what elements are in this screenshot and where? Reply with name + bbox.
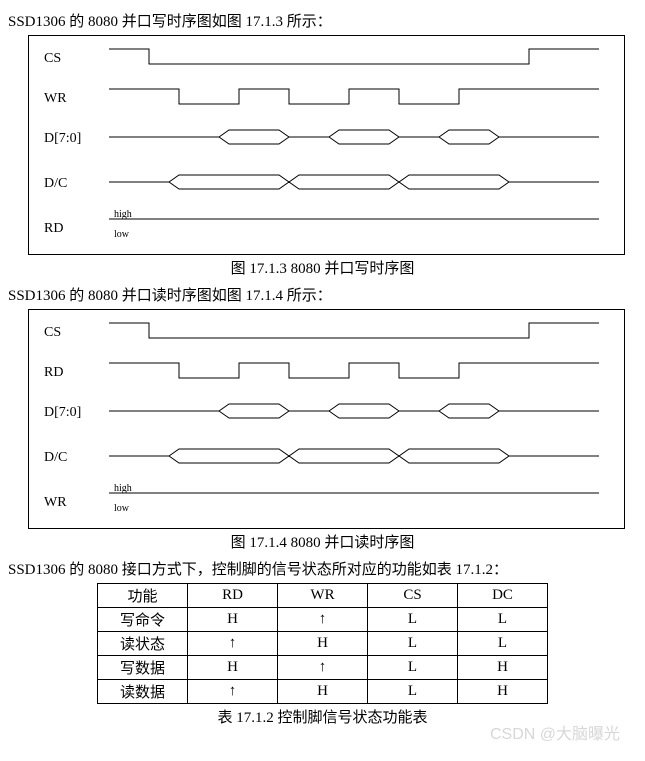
svg-text:D/C: D/C — [44, 450, 67, 465]
intro-read: SSD1306 的 8080 并口读时序图如图 17.1.4 所示： — [8, 284, 637, 305]
svg-text:high: high — [114, 209, 132, 220]
intro-table: SSD1306 的 8080 接口方式下，控制脚的信号状态所对应的功能如表 17… — [8, 558, 637, 579]
table-header: RD — [188, 584, 278, 608]
caption-table: 表 17.1.2 控制脚信号状态功能表 — [8, 706, 637, 727]
read-timing-diagram: CS RD D[7:0] D/C WR high low — [28, 309, 625, 529]
intro-write: SSD1306 的 8080 并口写时序图如图 17.1.3 所示： — [8, 10, 637, 31]
caption-read: 图 17.1.4 8080 并口读时序图 — [8, 531, 637, 552]
svg-text:D[7:0]: D[7:0] — [44, 131, 81, 146]
svg-text:low: low — [114, 503, 130, 514]
table-header: CS — [368, 584, 458, 608]
table-header: 功能 — [98, 584, 188, 608]
write-timing-svg: CS WR D[7:0] D/C RD high low — [39, 42, 619, 252]
svg-text:D/C: D/C — [44, 176, 67, 191]
svg-text:high: high — [114, 483, 132, 494]
svg-text:RD: RD — [44, 365, 63, 380]
table-row: 读状态↑HLL — [98, 632, 548, 656]
svg-text:CS: CS — [44, 51, 61, 66]
svg-text:CS: CS — [44, 325, 61, 340]
table-row: 写命令H↑LL — [98, 608, 548, 632]
svg-text:WR: WR — [44, 91, 67, 106]
svg-text:RD: RD — [44, 221, 63, 236]
caption-write: 图 17.1.3 8080 并口写时序图 — [8, 257, 637, 278]
table-row: 读数据↑HLH — [98, 680, 548, 704]
table-header: DC — [458, 584, 548, 608]
table-header: WR — [278, 584, 368, 608]
read-timing-svg: CS RD D[7:0] D/C WR high low — [39, 316, 619, 526]
table-row: 写数据H↑LH — [98, 656, 548, 680]
svg-text:D[7:0]: D[7:0] — [44, 405, 81, 420]
signal-state-table: 功能RDWRCSDC写命令H↑LL读状态↑HLL写数据H↑LH读数据↑HLH — [97, 583, 548, 704]
svg-text:WR: WR — [44, 495, 67, 510]
write-timing-diagram: CS WR D[7:0] D/C RD high low — [28, 35, 625, 255]
svg-text:low: low — [114, 229, 130, 240]
